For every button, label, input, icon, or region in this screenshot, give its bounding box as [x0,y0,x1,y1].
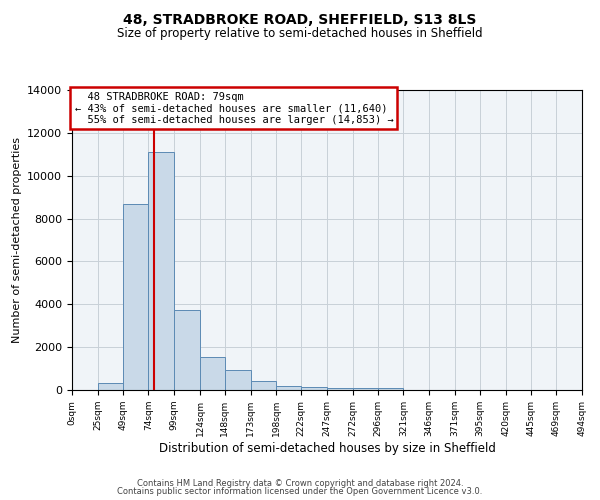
Bar [174,310,200,390]
Bar [377,388,403,390]
Bar [148,152,174,390]
Bar [98,382,122,390]
Y-axis label: Number of semi-detached properties: Number of semi-detached properties [11,137,22,343]
Text: 48, STRADBROKE ROAD, SHEFFIELD, S13 8LS: 48, STRADBROKE ROAD, SHEFFIELD, S13 8LS [124,12,476,26]
Bar [327,388,353,390]
Text: Contains public sector information licensed under the Open Government Licence v3: Contains public sector information licen… [118,487,482,496]
X-axis label: Distribution of semi-detached houses by size in Sheffield: Distribution of semi-detached houses by … [158,442,496,454]
Bar [353,388,377,390]
Bar [301,387,327,390]
Text: 48 STRADBROKE ROAD: 79sqm
← 43% of semi-detached houses are smaller (11,640)
  5: 48 STRADBROKE ROAD: 79sqm ← 43% of semi-… [74,92,394,124]
Bar [277,386,301,390]
Bar [200,357,225,390]
Bar [122,204,148,390]
Bar [225,370,251,390]
Text: Contains HM Land Registry data © Crown copyright and database right 2024.: Contains HM Land Registry data © Crown c… [137,478,463,488]
Bar [251,382,277,390]
Text: Size of property relative to semi-detached houses in Sheffield: Size of property relative to semi-detach… [117,28,483,40]
